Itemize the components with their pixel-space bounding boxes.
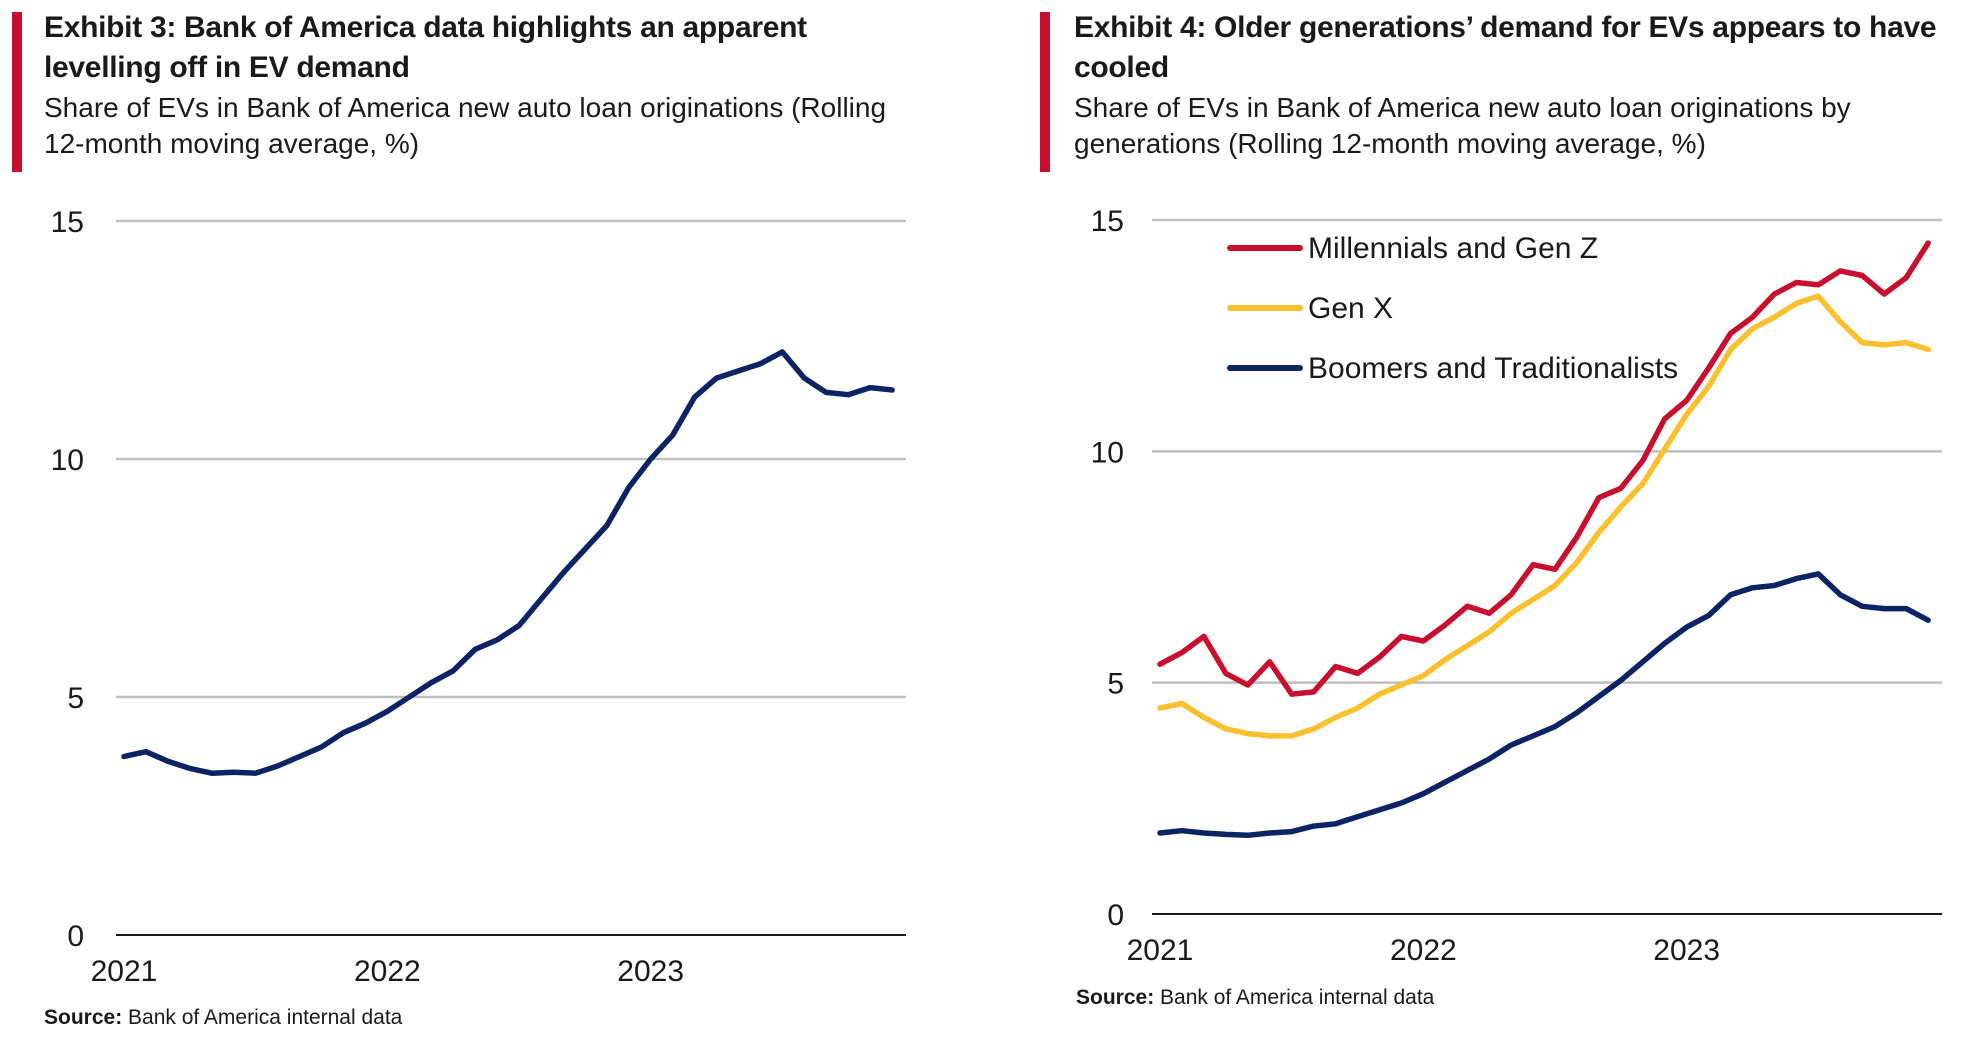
chart-subtitle: Share of EVs in Bank of America new auto…	[1074, 92, 1851, 159]
chart-subtitle: Share of EVs in Bank of America new auto…	[44, 92, 887, 159]
x-tick-label: 2023	[617, 955, 684, 988]
source-note: Source: Bank of America internal data	[1076, 986, 1434, 1010]
x-tick-label: 2022	[354, 955, 421, 988]
exhibit-3-panel: Exhibit 3: Bank of America data highligh…	[0, 0, 960, 1046]
exhibit-4-panel: Exhibit 4: Older generations’ demand for…	[1040, 0, 1968, 1046]
y-tick-label: 10	[51, 444, 84, 477]
y-tick-label: 0	[67, 920, 84, 953]
y-tick-label: 0	[1107, 899, 1124, 932]
chart-title: Exhibit 3: Bank of America data highligh…	[44, 11, 807, 84]
source-text: Bank of America internal data	[128, 1006, 403, 1029]
source-label: Source:	[1076, 986, 1155, 1009]
exhibit-4-header: Exhibit 4: Older generations’ demand for…	[1074, 8, 1954, 162]
legend-label: Boomers and Traditionalists	[1308, 352, 1678, 385]
exhibit-3-chart: 0 5 10 15 2021 2022 2023	[51, 206, 906, 988]
source-label: Source:	[44, 1006, 123, 1029]
y-tick-label: 15	[1091, 205, 1124, 238]
series-line	[1157, 240, 1931, 697]
source-note: Source: Bank of America internal data	[44, 1006, 402, 1030]
y-tick-label: 5	[1107, 668, 1124, 701]
y-tick-label: 5	[67, 682, 84, 715]
y-tick-label: 15	[51, 206, 84, 239]
y-tick-label: 10	[1091, 436, 1124, 469]
series-line	[121, 349, 895, 776]
legend-label: Millennials and Gen Z	[1308, 232, 1598, 265]
series-line	[1157, 293, 1931, 739]
exhibit-3-header: Exhibit 3: Bank of America data highligh…	[44, 8, 924, 162]
source-text: Bank of America internal data	[1160, 986, 1435, 1009]
exhibit-4-chart: 0 5 10 15 2021 2022 2023 Millennials and Gen Z G…	[1091, 205, 1942, 967]
x-tick-label: 2021	[1127, 934, 1194, 967]
x-tick-label: 2022	[1390, 934, 1457, 967]
x-tick-label: 2021	[91, 955, 158, 988]
chart-title: Exhibit 4: Older generations’ demand for…	[1074, 11, 1937, 84]
accent-bar	[1040, 12, 1050, 172]
x-tick-label: 2023	[1653, 934, 1720, 967]
accent-bar	[12, 12, 22, 172]
legend-label: Gen X	[1308, 292, 1393, 325]
series-line	[1157, 571, 1931, 839]
